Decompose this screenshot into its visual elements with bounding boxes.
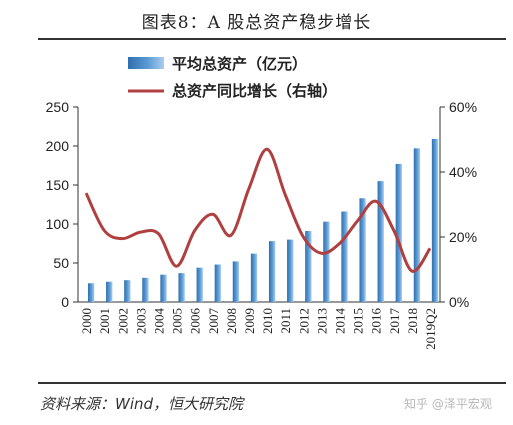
bar-series bbox=[87, 138, 439, 302]
legend-label: 总资产同比增长（右轴） bbox=[172, 82, 337, 100]
x-tick-label: 2003 bbox=[133, 308, 148, 334]
bar bbox=[124, 280, 131, 302]
x-tick-label: 2000 bbox=[79, 308, 94, 334]
legend: 平均总资产（亿元） 总资产同比增长（右轴） bbox=[128, 55, 337, 100]
y-left-tick-label: 200 bbox=[46, 138, 70, 154]
x-tick-label: 2008 bbox=[224, 308, 239, 334]
x-tick-label: 2006 bbox=[188, 308, 203, 335]
bar bbox=[377, 181, 384, 302]
axes: 0 50 100 150 200 250 0% 20% 40% 60% bbox=[46, 99, 477, 310]
x-tick-label: 2015 bbox=[351, 308, 366, 334]
growth-line bbox=[84, 147, 432, 273]
bottom-rule bbox=[38, 382, 506, 384]
x-tick-label: 2016 bbox=[369, 308, 384, 335]
x-tick-label: 2010 bbox=[260, 308, 275, 334]
bar bbox=[359, 198, 366, 302]
y-right-tick-label: 40% bbox=[449, 164, 477, 180]
x-tick-label: 2007 bbox=[206, 308, 221, 335]
x-axis-ticks: 2000 2001 2002 2003 2004 2005 2006 2007 2008 2009… bbox=[79, 308, 438, 350]
legend-label: 平均总资产（亿元） bbox=[172, 55, 307, 73]
bar bbox=[232, 261, 240, 302]
y-left-tick-label: 50 bbox=[53, 255, 69, 271]
bar bbox=[87, 283, 95, 302]
chart-title: 图表8：A 股总资产稳步增长 bbox=[141, 13, 372, 33]
x-tick-label: 2011 bbox=[278, 308, 293, 334]
bar bbox=[287, 239, 294, 302]
bar bbox=[305, 231, 312, 302]
x-tick-label: 2004 bbox=[151, 308, 166, 335]
x-tick-label: 2005 bbox=[170, 308, 185, 334]
bar bbox=[323, 221, 330, 302]
x-tick-label: 2013 bbox=[314, 308, 329, 334]
bar bbox=[160, 274, 167, 302]
bar bbox=[341, 211, 348, 302]
y-left-tick-label: 250 bbox=[46, 99, 70, 115]
x-tick-label: 2014 bbox=[332, 308, 347, 335]
top-rule bbox=[38, 38, 506, 40]
x-tick-label: 2001 bbox=[97, 308, 112, 334]
bar bbox=[413, 148, 421, 302]
x-tick-label: 2018 bbox=[405, 308, 420, 334]
y-left-tick-label: 100 bbox=[46, 216, 70, 232]
x-tick-label: 2017 bbox=[387, 308, 402, 335]
y-right-tick-label: 0% bbox=[449, 294, 469, 310]
y-left-tick-label: 150 bbox=[46, 177, 70, 193]
legend-bar-swatch bbox=[128, 57, 164, 69]
bar bbox=[395, 163, 402, 302]
x-tick-label: 2009 bbox=[242, 308, 257, 334]
y-left-tick-label: 0 bbox=[61, 294, 69, 310]
x-tick-label: 2019Q2 bbox=[423, 308, 438, 350]
bar bbox=[431, 138, 439, 302]
x-tick-label: 2012 bbox=[296, 308, 311, 334]
bar bbox=[268, 241, 276, 302]
bar bbox=[250, 253, 258, 302]
bar bbox=[178, 273, 185, 302]
y-right-tick-label: 20% bbox=[449, 229, 477, 245]
source-note: 资料来源：Wind，恒大研究院 bbox=[40, 395, 244, 413]
watermark: 知乎 @泽平宏观 bbox=[404, 397, 492, 411]
bar bbox=[106, 281, 113, 302]
line-series bbox=[84, 147, 432, 273]
bar bbox=[142, 277, 149, 302]
chart-header: 图表8：A 股总资产稳步增长 bbox=[0, 0, 513, 42]
bar bbox=[214, 264, 221, 302]
bar bbox=[196, 267, 203, 302]
y-right-tick-label: 60% bbox=[449, 99, 477, 115]
x-tick-label: 2002 bbox=[115, 308, 130, 334]
